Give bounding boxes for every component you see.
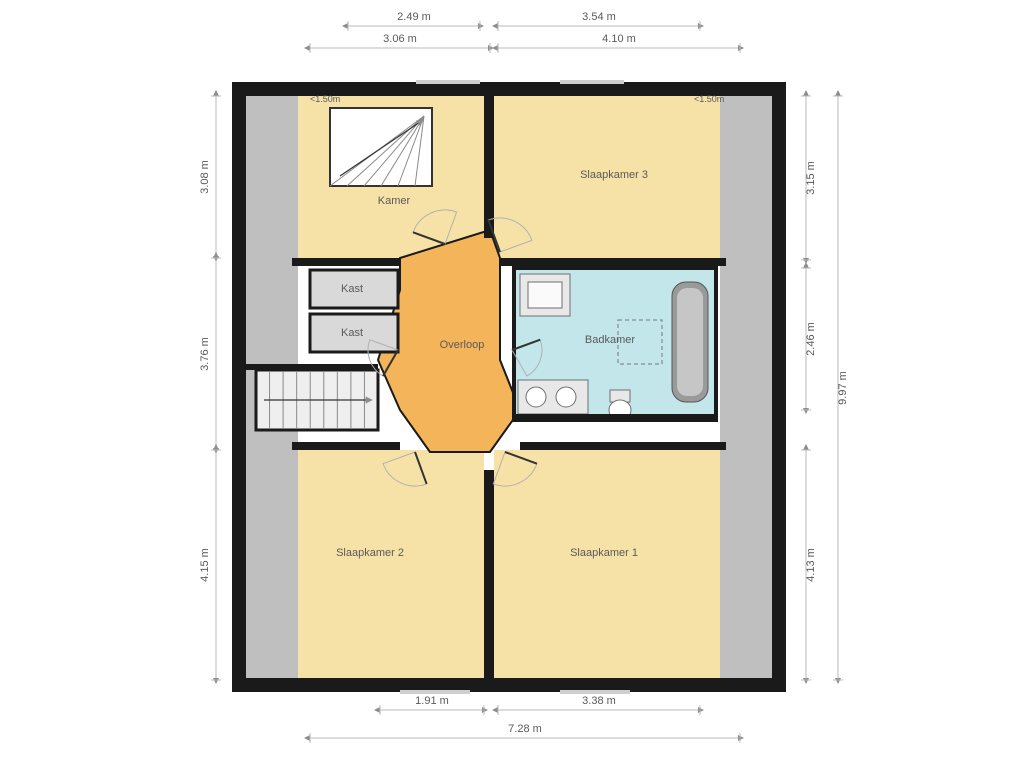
window-top-left (416, 80, 480, 84)
dim-label: 3.76 m (199, 337, 211, 371)
dim-label: 3.54 m (582, 11, 616, 23)
dim-label: 4.15 m (199, 548, 211, 582)
dim-label: 1.91 m (415, 695, 449, 707)
label-kast1: Kast (341, 283, 363, 295)
dim-label: 7.28 m (508, 723, 542, 735)
dim-label: 3.06 m (383, 33, 417, 45)
window-bottom-right (560, 690, 630, 694)
dim-label: 3.38 m (582, 695, 616, 707)
dim-label: 3.15 m (805, 161, 817, 195)
dim-label: 4.10 m (602, 33, 636, 45)
floorplan-stage: 2.49 m 3.54 m 3.06 m 4.10 m 1.91 m 3.38 m 7.28… (0, 0, 1024, 768)
dim-label: 9.97 m (837, 371, 849, 405)
floorplan-svg: 2.49 m 3.54 m 3.06 m 4.10 m 1.91 m 3.38 m 7.28… (0, 0, 1024, 768)
room-slaapkamer2 (298, 450, 484, 678)
room-slaapkamer1 (494, 450, 720, 678)
label-note_tl: <1.50m (310, 94, 340, 104)
label-overloop: Overloop (440, 339, 485, 351)
dim-label: 3.08 m (199, 160, 211, 194)
label-note_tr: <1.50m (694, 94, 724, 104)
plan-group (232, 80, 786, 694)
window-top-right (560, 80, 624, 84)
label-kast2: Kast (341, 327, 363, 339)
dim-label: 2.46 m (805, 322, 817, 356)
label-slaapkamer1: Slaapkamer 1 (570, 547, 638, 559)
dim-label: 4.13 m (805, 548, 817, 582)
label-kamer: Kamer (378, 195, 411, 207)
dim-label: 2.49 m (397, 11, 431, 23)
label-slaapkamer3: Slaapkamer 3 (580, 169, 648, 181)
label-slaapkamer2: Slaapkamer 2 (336, 547, 404, 559)
label-badkamer: Badkamer (585, 334, 635, 346)
roof-band-right (720, 96, 772, 678)
window-bottom-left (400, 690, 470, 694)
